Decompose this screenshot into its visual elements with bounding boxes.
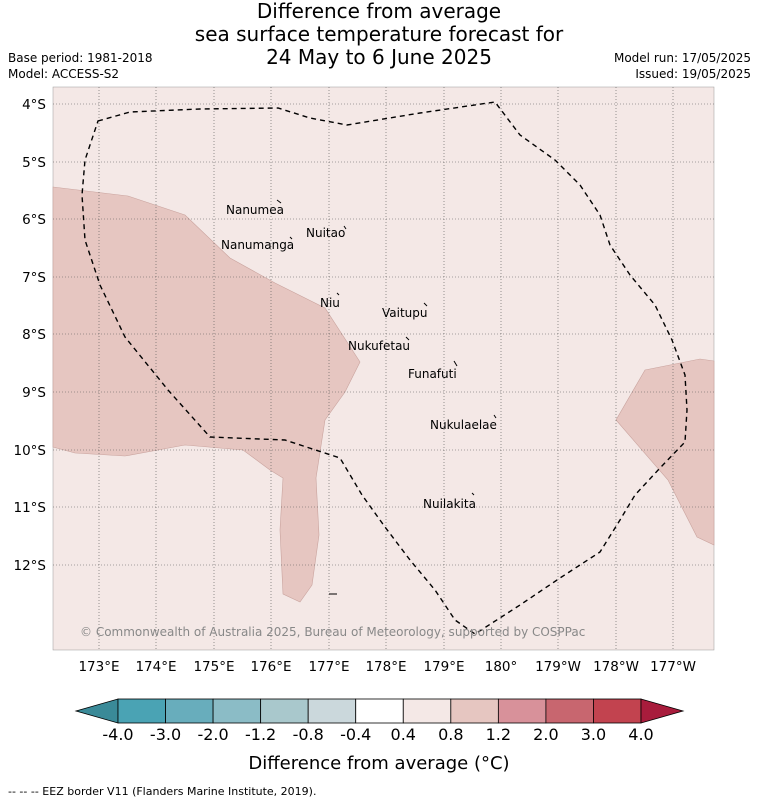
lon-label: 180° — [485, 659, 518, 675]
colorbar-tick-label: -0.4 — [340, 725, 371, 744]
base-period: Base period: 1981-2018 — [8, 51, 153, 65]
lat-label: 6°S — [22, 212, 46, 228]
island-mark-nuitao — [343, 225, 347, 230]
colorbar-tick-label: 2.0 — [533, 725, 558, 744]
title-line-3: 24 May to 6 June 2025 — [266, 45, 492, 69]
colorbar-cell — [212, 698, 262, 724]
colorbar-title: Difference from average (°C) — [248, 753, 509, 774]
eez-legend-note: -- -- -- EEZ border V11 (Flanders Marine… — [8, 785, 317, 798]
island-mark-nukulaelae — [493, 414, 497, 419]
lon-label: 176°E — [250, 659, 291, 675]
lat-label: 9°S — [22, 385, 46, 401]
model-run: Model run: 17/05/2025 — [613, 51, 751, 65]
island-mark-nanumanga — [289, 236, 293, 240]
colorbar-tick-label: -1.2 — [245, 725, 276, 744]
island-label-nuitao: Nuitao — [306, 226, 345, 240]
model-name: Model: ACCESS-S2 — [8, 67, 120, 81]
island-label-nukufetau: Nukufetau — [348, 339, 410, 353]
graticule — [53, 87, 714, 650]
colorbar-tick-label: 0.8 — [438, 725, 463, 744]
colorbar-cell — [307, 698, 357, 724]
colorbar-over-arrow — [640, 698, 685, 724]
issued-date: Issued: 19/05/2025 — [635, 67, 751, 81]
colorbar-tick-label: 1.2 — [486, 725, 511, 744]
lon-label: 178°W — [593, 659, 639, 675]
lon-label: 179°E — [423, 659, 464, 675]
lon-label: 179°W — [535, 659, 581, 675]
title-line-1: Difference from average — [256, 0, 502, 23]
island-label-nukulaelae: Nukulaelae — [430, 418, 497, 432]
colorbar-cell — [545, 698, 594, 724]
island-label-vaitupu: Vaitupu — [382, 306, 428, 320]
island-label-nanumea: Nanumea — [226, 203, 284, 217]
island-mark-nuilakita — [471, 492, 475, 496]
copyright-notice: © Commonwealth of Australia 2025, Bureau… — [80, 625, 585, 639]
colorbar-cell — [497, 698, 547, 724]
colorbar-tick-label: -4.0 — [102, 725, 133, 744]
colorbar-tick-label: -2.0 — [197, 725, 228, 744]
warm-anomaly-region-east — [615, 358, 715, 546]
lat-label: 12°S — [14, 558, 47, 574]
lat-label: 4°S — [22, 97, 46, 113]
lon-label: 177°W — [650, 659, 696, 675]
lat-label: 8°S — [22, 327, 46, 343]
lon-label: 174°E — [135, 659, 176, 675]
colorbar-cell — [355, 698, 404, 724]
colorbar-cell — [165, 698, 214, 724]
colorbar-tick-label: 0.4 — [391, 725, 416, 744]
lat-label: 11°S — [14, 500, 47, 516]
warm-anomaly-region-west — [52, 186, 361, 603]
colorbar-tick-label: 4.0 — [628, 725, 653, 744]
lon-label: 178°E — [365, 659, 406, 675]
colorbar-cell — [117, 698, 166, 724]
lon-label: 177°E — [308, 659, 349, 675]
island-mark-nanumea — [276, 199, 282, 204]
colorbar-tick-label: -3.0 — [150, 725, 181, 744]
lon-label: 175°E — [193, 659, 234, 675]
lat-label: 5°S — [22, 155, 46, 171]
colorbar-under-arrow — [74, 698, 119, 724]
colorbar-cell — [402, 698, 452, 724]
colorbar-cell — [450, 698, 499, 724]
colorbar-tick-label: -0.8 — [293, 725, 324, 744]
island-mark-funafuti — [453, 360, 458, 367]
island-mark-nukufetau — [405, 336, 410, 341]
island-mark-niu — [336, 292, 340, 296]
colorbar-cell — [260, 698, 309, 724]
colorbar-tick-label: 3.0 — [581, 725, 606, 744]
lat-label: 7°S — [22, 270, 46, 286]
island-label-nanumanga: Nanumanga — [221, 238, 294, 252]
colorbar: -4.0 -3.0 -2.0 -1.2 -0.8 -0.4 0.4 0.8 1.2 2.0 3.0 4… — [74, 698, 685, 774]
lat-label: 10°S — [14, 443, 47, 459]
colorbar-cell — [593, 698, 642, 724]
island-mark-vaitupu — [423, 302, 428, 307]
island-label-nuilakita: Nuilakita — [423, 497, 476, 511]
title-line-2: sea surface temperature forecast for — [194, 22, 564, 46]
island-label-funafuti: Funafuti — [408, 367, 457, 381]
island-label-niu: Niu — [320, 296, 340, 310]
lon-label: 173°E — [78, 659, 119, 675]
